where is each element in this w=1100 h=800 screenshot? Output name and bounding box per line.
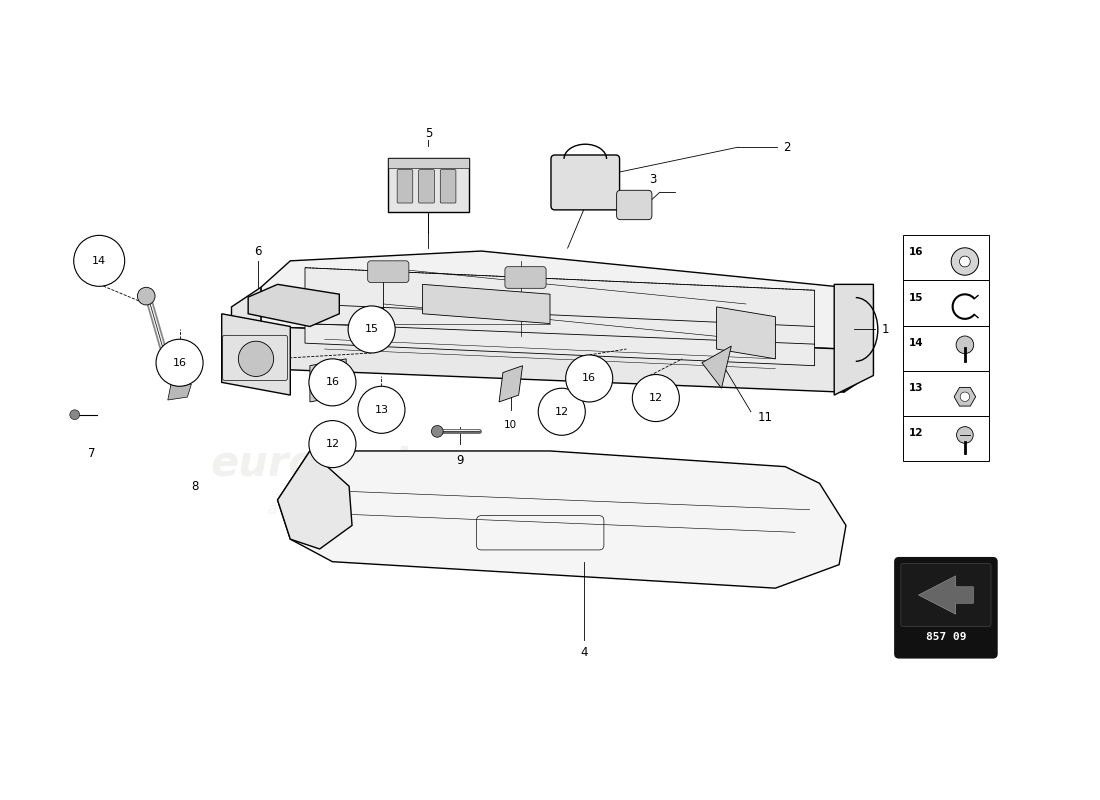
Polygon shape <box>716 307 776 359</box>
Polygon shape <box>249 284 339 326</box>
Circle shape <box>956 336 974 354</box>
Circle shape <box>957 426 974 443</box>
Text: 2: 2 <box>783 141 791 154</box>
Polygon shape <box>168 380 191 400</box>
FancyBboxPatch shape <box>388 158 469 212</box>
Text: 5: 5 <box>425 127 432 140</box>
FancyBboxPatch shape <box>440 170 455 203</box>
Polygon shape <box>702 346 732 388</box>
Text: 10: 10 <box>504 419 517 430</box>
Text: 9: 9 <box>456 454 463 467</box>
Text: 7: 7 <box>88 447 95 460</box>
Text: 12: 12 <box>909 428 923 438</box>
FancyBboxPatch shape <box>551 155 619 210</box>
FancyBboxPatch shape <box>505 266 546 288</box>
Text: 16: 16 <box>173 358 187 368</box>
Text: 13: 13 <box>909 382 923 393</box>
Bar <box>903 326 989 370</box>
Text: 3: 3 <box>649 173 657 186</box>
Circle shape <box>69 410 79 419</box>
Text: 8: 8 <box>191 480 199 493</box>
Text: 11: 11 <box>758 411 773 424</box>
Circle shape <box>952 248 979 275</box>
Text: 12: 12 <box>554 406 569 417</box>
Circle shape <box>348 306 395 353</box>
Text: euroParts: euroParts <box>210 442 439 485</box>
Circle shape <box>156 339 204 386</box>
Polygon shape <box>277 451 846 588</box>
Circle shape <box>565 355 613 402</box>
Polygon shape <box>918 576 974 614</box>
Polygon shape <box>261 251 873 349</box>
Polygon shape <box>499 366 522 402</box>
Text: a passion for parts since 1985: a passion for parts since 1985 <box>268 502 498 518</box>
Polygon shape <box>231 287 261 373</box>
Text: 13: 13 <box>374 405 388 414</box>
Circle shape <box>632 374 680 422</box>
Polygon shape <box>844 330 873 392</box>
Text: 16: 16 <box>909 247 923 258</box>
Text: 4: 4 <box>581 646 589 659</box>
Text: 6: 6 <box>254 245 262 258</box>
FancyBboxPatch shape <box>617 190 652 220</box>
FancyBboxPatch shape <box>901 564 991 626</box>
Circle shape <box>960 392 969 402</box>
Polygon shape <box>422 284 550 323</box>
Polygon shape <box>954 387 976 406</box>
Text: 15: 15 <box>364 325 378 334</box>
Bar <box>903 416 989 461</box>
Text: 12: 12 <box>326 439 340 449</box>
FancyBboxPatch shape <box>895 558 997 658</box>
Bar <box>903 370 989 416</box>
Bar <box>903 235 989 281</box>
Polygon shape <box>261 326 844 392</box>
Text: 16: 16 <box>582 374 596 383</box>
Text: 14: 14 <box>909 338 923 348</box>
Circle shape <box>309 359 356 406</box>
Text: 1: 1 <box>881 323 889 336</box>
Polygon shape <box>310 359 346 402</box>
Polygon shape <box>305 268 815 366</box>
Circle shape <box>358 386 405 434</box>
Circle shape <box>538 388 585 435</box>
Text: 16: 16 <box>326 378 340 387</box>
Circle shape <box>309 421 356 468</box>
Text: 14: 14 <box>92 256 107 266</box>
Text: 12: 12 <box>649 393 663 403</box>
Bar <box>903 281 989 326</box>
FancyBboxPatch shape <box>388 158 469 168</box>
Polygon shape <box>222 314 290 395</box>
Circle shape <box>431 426 443 438</box>
FancyBboxPatch shape <box>367 261 409 282</box>
Circle shape <box>239 341 274 377</box>
Circle shape <box>138 287 155 305</box>
Polygon shape <box>277 451 352 549</box>
Polygon shape <box>834 284 873 395</box>
FancyBboxPatch shape <box>419 170 435 203</box>
FancyBboxPatch shape <box>397 170 412 203</box>
Circle shape <box>74 235 124 286</box>
Text: 857 09: 857 09 <box>926 632 966 642</box>
Text: 15: 15 <box>909 293 923 302</box>
Circle shape <box>959 256 970 267</box>
